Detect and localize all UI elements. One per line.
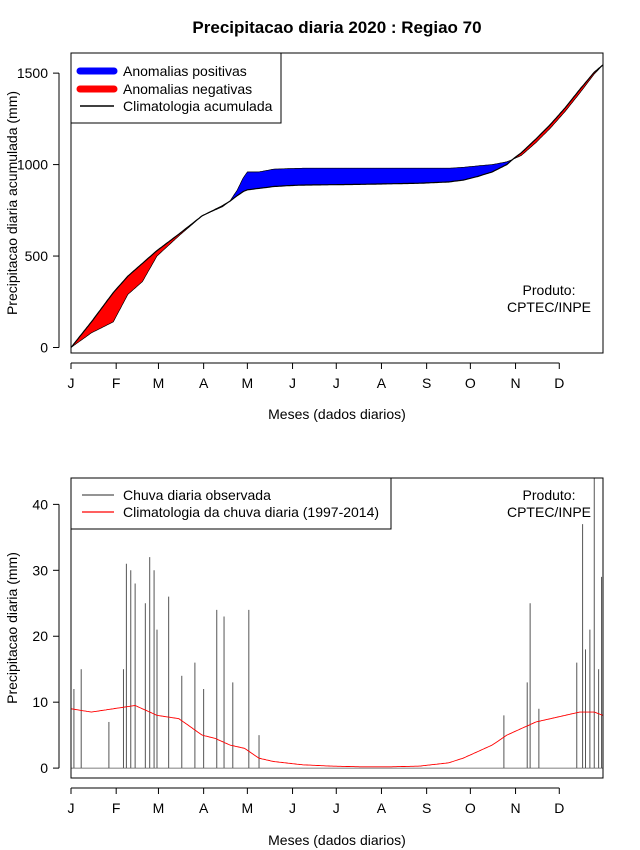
plot-frame bbox=[70, 52, 604, 354]
y-axis: 0 500 1000 1500 bbox=[17, 65, 60, 356]
x-tick-label: O bbox=[465, 800, 476, 816]
x-tick-label: M bbox=[153, 800, 165, 816]
legend-label-positive: Anomalias positivas bbox=[123, 63, 247, 79]
observed-rain-bars bbox=[71, 478, 603, 769]
x-tick-label: M bbox=[242, 375, 254, 391]
cumulative-panel: 0 500 1000 1500 J F M A M J J A S O N D Precipitacao d… bbox=[4, 52, 604, 422]
x-tick-label: J bbox=[68, 375, 75, 391]
legend-box bbox=[70, 477, 392, 530]
x-tick-label: N bbox=[510, 375, 520, 391]
x-tick-label: J bbox=[289, 800, 296, 816]
y-axis-label: Precipitacao diaria (mm) bbox=[4, 552, 20, 704]
x-axis-label: Meses (dados diarios) bbox=[268, 832, 406, 848]
x-tick-label: A bbox=[377, 800, 387, 816]
product-annotation-source: CPTEC/INPE bbox=[507, 299, 591, 315]
x-tick-label: F bbox=[112, 375, 121, 391]
y-axis: 0 10 20 30 40 bbox=[32, 496, 60, 776]
x-axis-label: Meses (dados diarios) bbox=[268, 406, 406, 422]
x-tick-label: D bbox=[554, 375, 564, 391]
legend-label-observed: Chuva diaria observada bbox=[123, 487, 271, 503]
observed-cumulative-line bbox=[70, 64, 604, 348]
climatology-cumulative-line bbox=[70, 64, 604, 348]
positive-anomaly-area bbox=[228, 159, 513, 203]
x-tick-label: J bbox=[68, 800, 75, 816]
y-tick-label: 1500 bbox=[17, 65, 48, 81]
y-tick-label: 30 bbox=[32, 562, 48, 578]
x-tick-label: F bbox=[112, 800, 121, 816]
x-tick-label: N bbox=[510, 800, 520, 816]
y-tick-label: 1000 bbox=[17, 157, 48, 173]
x-tick-label: O bbox=[465, 375, 476, 391]
y-tick-label: 0 bbox=[40, 760, 48, 776]
x-tick-label: D bbox=[554, 800, 564, 816]
x-tick-label: J bbox=[333, 800, 340, 816]
x-tick-label: A bbox=[377, 375, 387, 391]
legend-label-climatology: Climatologia da chuva diaria (1997-2014) bbox=[123, 504, 379, 520]
y-tick-label: 40 bbox=[32, 496, 48, 512]
x-tick-label: A bbox=[199, 800, 209, 816]
y-tick-label: 0 bbox=[40, 340, 48, 356]
product-annotation: Produto: bbox=[523, 282, 576, 298]
legend-label-negative: Anomalias negativas bbox=[123, 81, 252, 97]
x-tick-label: A bbox=[199, 375, 209, 391]
x-tick-label: M bbox=[153, 375, 165, 391]
daily-climatology-line bbox=[70, 705, 604, 768]
x-tick-label: J bbox=[289, 375, 296, 391]
figure-title: Precipitacao diaria 2020 : Regiao 70 bbox=[192, 18, 481, 37]
x-tick-label: J bbox=[333, 375, 340, 391]
product-annotation-source: CPTEC/INPE bbox=[507, 504, 591, 520]
negative-anomaly-area bbox=[70, 216, 201, 348]
y-tick-label: 20 bbox=[32, 628, 48, 644]
product-annotation: Produto: bbox=[523, 487, 576, 503]
legend: Chuva diaria observada Climatologia da c… bbox=[70, 477, 392, 530]
y-tick-label: 10 bbox=[32, 694, 48, 710]
legend: Anomalias positivas Anomalias negativas … bbox=[70, 52, 282, 124]
daily-panel: 0 10 20 30 40 J F M A M J J A S O N D Precipitacao diar… bbox=[4, 477, 604, 848]
legend-label-climatology: Climatologia acumulada bbox=[123, 98, 273, 114]
x-tick-label: S bbox=[422, 375, 431, 391]
y-tick-label: 500 bbox=[25, 248, 49, 264]
x-tick-label: S bbox=[422, 800, 431, 816]
y-axis-label: Precipitacao diaria acumulada (mm) bbox=[4, 91, 20, 315]
x-tick-label: M bbox=[242, 800, 254, 816]
